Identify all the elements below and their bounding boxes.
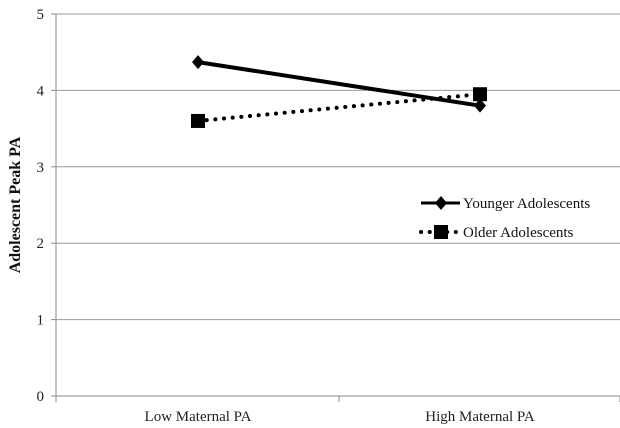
series-1 — [191, 87, 487, 128]
data-point-marker — [192, 55, 204, 70]
legend-label: Older Adolescents — [463, 225, 574, 241]
data-point-marker — [473, 87, 487, 102]
series-group — [191, 55, 487, 128]
legend-label: Younger Adolescents — [463, 196, 590, 212]
y-axis-title: Adolescent Peak PA — [7, 136, 24, 273]
legend-marker — [435, 196, 447, 210]
data-point-marker — [474, 98, 486, 113]
x-tick-label: Low Maternal PA — [145, 409, 252, 425]
y-tick-label: 2 — [37, 236, 45, 252]
y-tick-labels: 0 1 2 3 4 5 — [37, 7, 56, 405]
legend-item: Older Adolescents — [419, 225, 574, 241]
series-0 — [192, 55, 486, 113]
axes — [55, 14, 620, 397]
y-tick-label: 0 — [37, 389, 45, 405]
x-tick-labels: Low Maternal PA High Maternal PA — [55, 396, 620, 425]
gridlines — [56, 13, 620, 321]
x-tick-label: High Maternal PA — [425, 409, 535, 425]
data-point-marker — [191, 113, 205, 128]
y-tick-label: 3 — [37, 160, 45, 176]
legend: Younger Adolescents Older Adolescents — [419, 196, 590, 241]
y-tick-label: 5 — [37, 7, 45, 23]
legend-marker — [434, 225, 448, 239]
series-line — [197, 60, 481, 108]
y-tick-label: 4 — [37, 83, 45, 99]
legend-item: Younger Adolescents — [421, 196, 590, 212]
series-line — [196, 92, 482, 123]
y-tick-label: 1 — [37, 313, 45, 329]
